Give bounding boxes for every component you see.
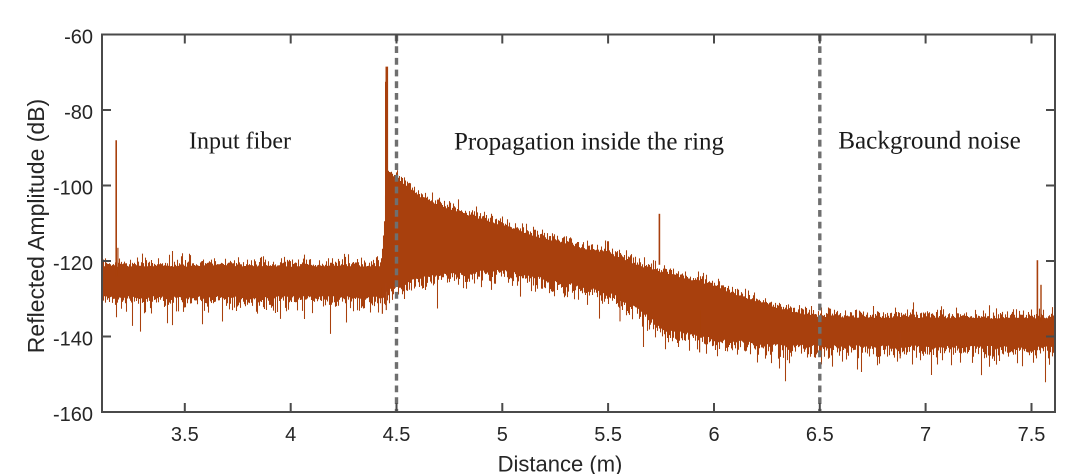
svg-text:6.5: 6.5: [806, 424, 834, 446]
svg-text:5: 5: [497, 424, 508, 446]
svg-text:-80: -80: [64, 102, 93, 124]
svg-text:6: 6: [708, 424, 719, 446]
svg-text:Distance (m): Distance (m): [498, 452, 623, 474]
svg-text:-120: -120: [53, 253, 93, 275]
svg-text:-60: -60: [64, 27, 93, 49]
svg-text:Reflected Amplitude (dB): Reflected Amplitude (dB): [23, 99, 49, 353]
svg-text:-160: -160: [53, 404, 93, 426]
svg-text:7.5: 7.5: [1018, 424, 1046, 446]
svg-text:4.5: 4.5: [383, 424, 411, 446]
svg-text:Propagation inside the ring: Propagation inside the ring: [454, 129, 725, 156]
svg-text:-140: -140: [53, 329, 93, 351]
svg-text:7: 7: [920, 424, 931, 446]
svg-text:5.5: 5.5: [594, 424, 622, 446]
svg-text:3.5: 3.5: [171, 424, 199, 446]
svg-text:4: 4: [285, 424, 296, 446]
svg-text:-100: -100: [53, 178, 93, 200]
svg-text:Background noise: Background noise: [838, 128, 1021, 155]
svg-text:Input fiber: Input fiber: [189, 129, 291, 155]
